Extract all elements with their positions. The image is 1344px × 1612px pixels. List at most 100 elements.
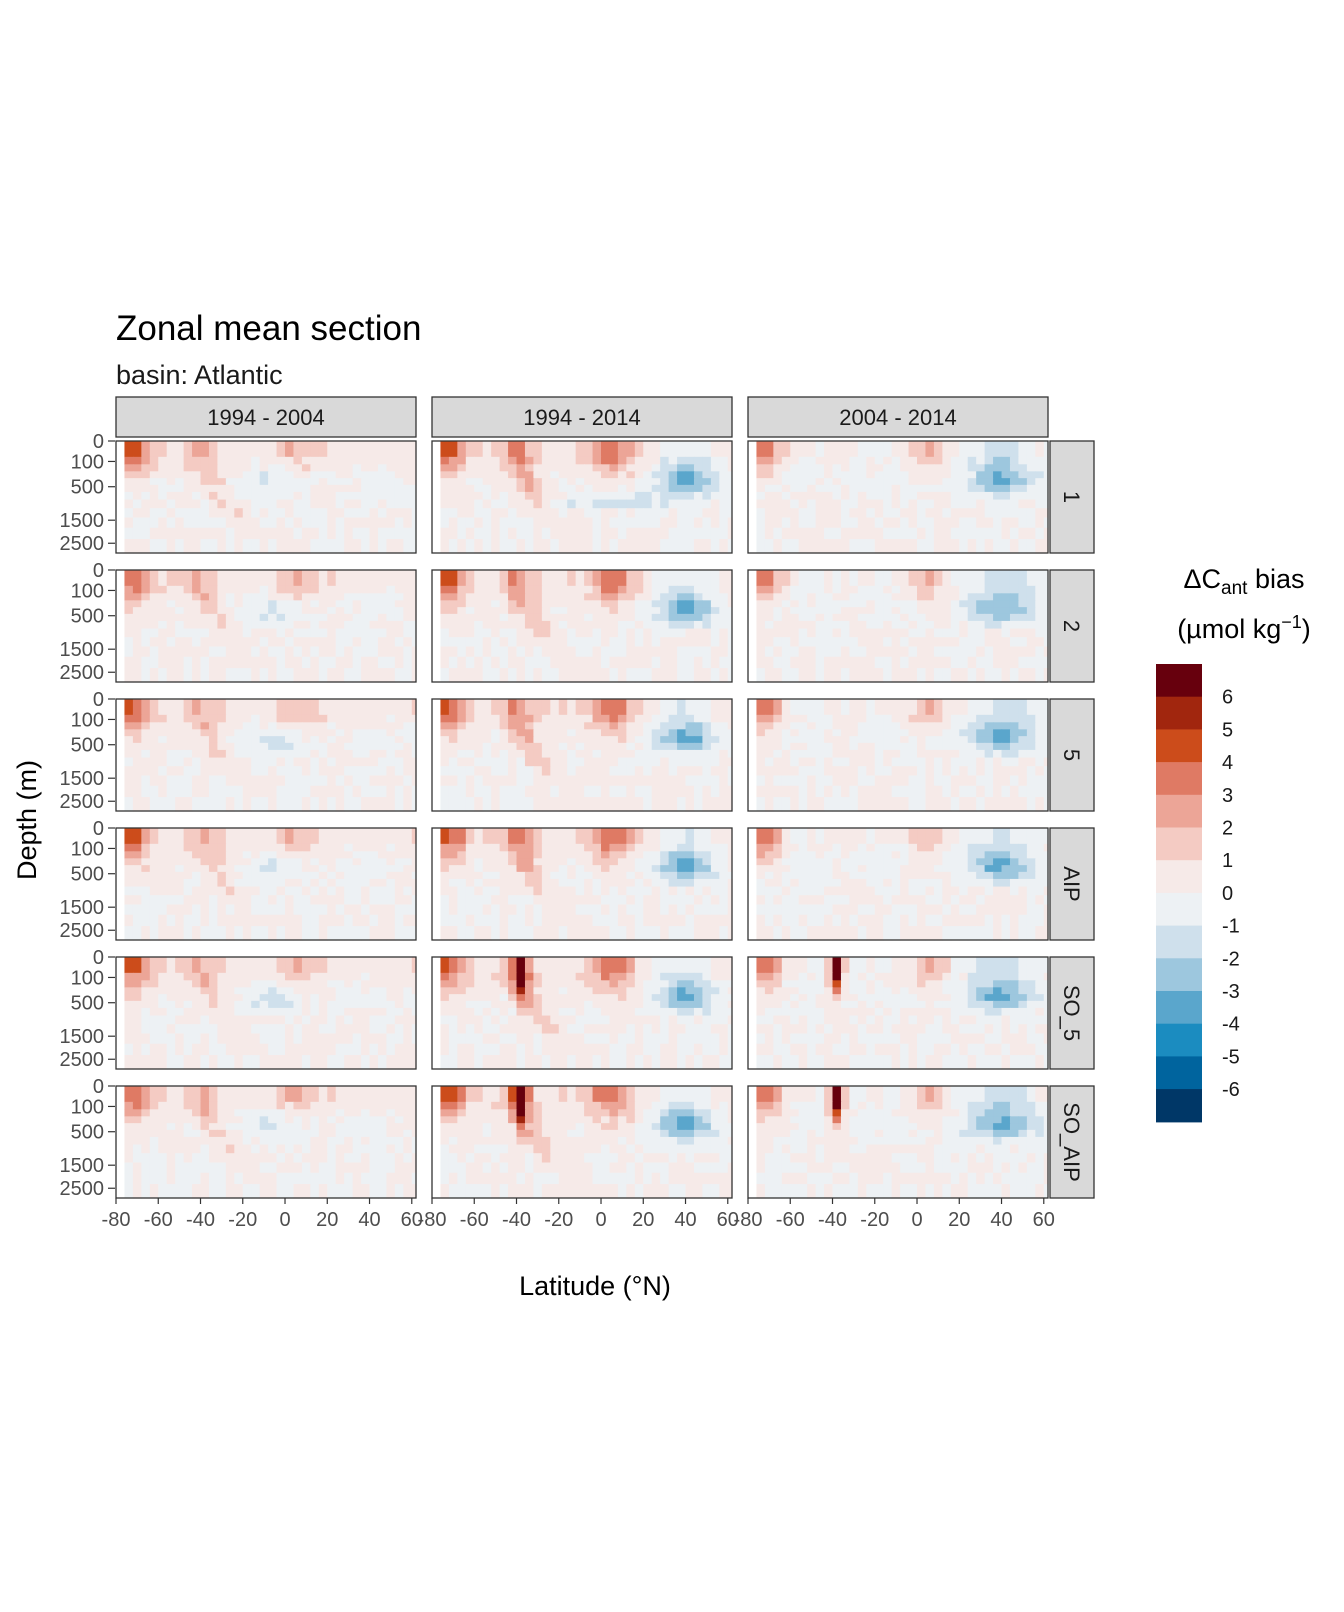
heatmap-cell bbox=[465, 865, 475, 873]
heatmap-cell bbox=[1026, 637, 1036, 648]
heatmap-cell bbox=[815, 858, 825, 866]
heatmap-cell bbox=[677, 904, 687, 916]
heatmap-cell bbox=[993, 527, 1003, 540]
heatmap-cell bbox=[584, 628, 594, 638]
heatmap-cell bbox=[183, 828, 193, 845]
heatmap-cell bbox=[457, 517, 467, 529]
heatmap-cell bbox=[764, 456, 774, 465]
heatmap-cell bbox=[824, 797, 834, 812]
heatmap-cell bbox=[259, 637, 269, 648]
heatmap-cell bbox=[764, 797, 774, 812]
heatmap-cell bbox=[874, 484, 884, 493]
heatmap-cell bbox=[908, 851, 918, 859]
heatmap-cell bbox=[824, 570, 834, 587]
heatmap-cell bbox=[959, 736, 969, 744]
heatmap-cell bbox=[824, 517, 834, 529]
heatmap-cell bbox=[524, 729, 535, 737]
heatmap-cell bbox=[1018, 600, 1028, 608]
heatmap-cell bbox=[318, 785, 328, 798]
heatmap-cell bbox=[866, 471, 876, 479]
heatmap-cell bbox=[1001, 871, 1011, 880]
heatmap-cell bbox=[693, 797, 704, 812]
heatmap-cell bbox=[225, 478, 235, 486]
heatmap-cell bbox=[668, 508, 678, 519]
heatmap-cell bbox=[457, 484, 467, 493]
heatmap-cell bbox=[933, 828, 943, 845]
heatmap-cell bbox=[448, 517, 458, 529]
heatmap-cell bbox=[558, 637, 568, 648]
heatmap-cell bbox=[344, 886, 354, 896]
heatmap-cell bbox=[276, 926, 286, 941]
heatmap-cell bbox=[807, 478, 817, 486]
heatmap-cell bbox=[660, 714, 670, 723]
heatmap-cell bbox=[567, 613, 577, 622]
heatmap-cell bbox=[516, 456, 526, 465]
heatmap-cell bbox=[149, 600, 159, 608]
heatmap-cell bbox=[866, 499, 876, 509]
heatmap-cell bbox=[702, 570, 712, 587]
heatmap-cell bbox=[369, 456, 379, 465]
heatmap-cell bbox=[950, 646, 960, 658]
heatmap-cell bbox=[781, 668, 791, 683]
heatmap-cell bbox=[976, 484, 986, 493]
heatmap-cell bbox=[976, 668, 986, 683]
heatmap-cell bbox=[824, 539, 834, 554]
heatmap-cell bbox=[208, 527, 219, 540]
heatmap-cell bbox=[183, 585, 193, 594]
heatmap-cell bbox=[651, 464, 661, 472]
heatmap-cell bbox=[208, 895, 219, 906]
heatmap-cell bbox=[950, 527, 960, 540]
heatmap-cell bbox=[192, 797, 202, 812]
heatmap-cell bbox=[883, 886, 893, 896]
heatmap-cell bbox=[175, 785, 185, 798]
heatmap-cell bbox=[166, 441, 176, 458]
heatmap-cell bbox=[1043, 871, 1049, 880]
heatmap-cell bbox=[293, 570, 303, 587]
heatmap-cell bbox=[183, 858, 193, 866]
heatmap-cell bbox=[499, 471, 509, 479]
heatmap-cell bbox=[192, 714, 202, 723]
heatmap-cell bbox=[883, 843, 893, 852]
heatmap-cell bbox=[976, 871, 986, 880]
heatmap-cell bbox=[634, 736, 644, 744]
heatmap-cell bbox=[132, 828, 142, 845]
heatmap-cell bbox=[626, 926, 636, 941]
heatmap-cell bbox=[866, 742, 876, 751]
heatmap-cell bbox=[158, 456, 168, 465]
heatmap-cell bbox=[448, 637, 458, 648]
heatmap-cell bbox=[592, 656, 602, 669]
heatmap-cell bbox=[141, 620, 151, 630]
heatmap-cell bbox=[832, 766, 842, 777]
heatmap-cell bbox=[693, 585, 704, 594]
heatmap-cell bbox=[756, 878, 766, 888]
heatmap-cell bbox=[541, 471, 551, 479]
heatmap-cell bbox=[710, 499, 720, 509]
heatmap-cell bbox=[403, 749, 413, 759]
heatmap-cell bbox=[192, 878, 202, 888]
heatmap-cell bbox=[790, 736, 800, 744]
panel-border bbox=[747, 698, 1049, 812]
heatmap-cell bbox=[251, 570, 261, 587]
heatmap-cell bbox=[234, 828, 244, 845]
heatmap-cell bbox=[550, 878, 560, 888]
heatmap-cell bbox=[626, 441, 636, 458]
heatmap-cell bbox=[917, 637, 927, 648]
heatmap-cell bbox=[807, 714, 817, 723]
heatmap-cell bbox=[677, 775, 687, 787]
heatmap-cell bbox=[440, 607, 450, 615]
heatmap-cell bbox=[660, 637, 670, 648]
heatmap-cell bbox=[533, 527, 543, 540]
heatmap-cell bbox=[175, 828, 185, 845]
heatmap-cell bbox=[626, 742, 636, 751]
heatmap-cell bbox=[259, 499, 269, 509]
heatmap-cell bbox=[200, 797, 210, 812]
heatmap-cell bbox=[601, 456, 611, 465]
heatmap-cell bbox=[335, 607, 345, 615]
heatmap-cell bbox=[693, 904, 704, 916]
heatmap-cell bbox=[508, 699, 518, 716]
heatmap-cell bbox=[318, 914, 328, 927]
heatmap-cell bbox=[352, 797, 362, 812]
heatmap-cell bbox=[773, 600, 783, 608]
heatmap-cell bbox=[175, 749, 185, 759]
heatmap-cell bbox=[200, 904, 210, 916]
